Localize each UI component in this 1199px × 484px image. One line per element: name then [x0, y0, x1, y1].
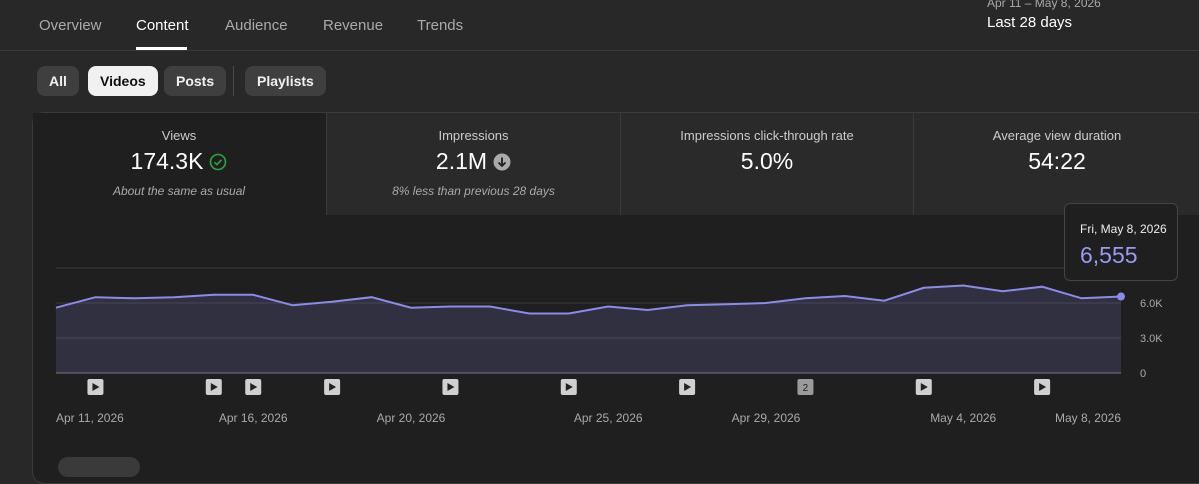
- x-tick-label: Apr 29, 2026: [732, 411, 801, 425]
- metric-value-row: 174.3K: [33, 148, 325, 175]
- metric-title: Average view duration: [992, 128, 1122, 143]
- active-tab-underline: [136, 47, 187, 50]
- tab[interactable]: Revenue: [323, 17, 384, 34]
- play-icon: [92, 383, 100, 391]
- metric-tab[interactable]: Impressions click-through rate 5.0%: [620, 113, 913, 215]
- metric-value: 54:22: [1028, 148, 1086, 174]
- check-icon: [210, 153, 227, 170]
- tooltip: Fri, May 8, 2026 6,555: [1064, 203, 1178, 281]
- publish-marker-count: 2: [803, 383, 809, 394]
- filter-chip[interactable]: Posts: [164, 66, 227, 96]
- metric-value-row: 54:22: [914, 148, 1199, 175]
- down-icon: [493, 153, 511, 170]
- x-tick-label: Apr 25, 2026: [574, 411, 643, 425]
- tab[interactable]: Audience: [225, 17, 288, 34]
- y-tick-label: 6.0K: [1140, 298, 1163, 310]
- play-icon: [684, 383, 692, 391]
- date-range[interactable]: Apr 11 – May 8, 2026: [987, 0, 1101, 10]
- play-icon: [447, 383, 455, 391]
- play-icon: [1039, 383, 1047, 391]
- x-tick-label: May 4, 2026: [930, 411, 996, 425]
- metric-title: Impressions: [438, 128, 509, 143]
- views-chart: 0 3.0K 6.0K 2 Apr 11, 2026 Apr 16, 2026 Apr 20…: [55, 267, 1163, 425]
- metric-value-row: 2.1M: [327, 148, 620, 175]
- x-tick-label: Apr 20, 2026: [377, 411, 446, 425]
- x-tick-label: May 8, 2026: [1055, 411, 1121, 425]
- chip-divider: [233, 66, 234, 96]
- header-divider: [0, 50, 1199, 51]
- metric-value: 2.1M: [435, 148, 488, 174]
- filter-chip[interactable]: All: [37, 66, 79, 96]
- y-tick-label: 0: [1140, 368, 1146, 380]
- metric-tab[interactable]: Impressions 2.1M 8% less than previous 28 …: [326, 113, 620, 215]
- filter-chip[interactable]: Videos: [88, 66, 158, 96]
- play-icon: [250, 383, 258, 391]
- publish-marker: [797, 379, 814, 395]
- metric-value: 174.3K: [130, 148, 204, 174]
- metric-value-row: 5.0%: [621, 148, 913, 175]
- y-tick-label: 3.0K: [1140, 333, 1163, 345]
- play-icon: [329, 383, 337, 391]
- metric-title: Views: [161, 128, 197, 143]
- metric-title: Impressions click-through rate: [680, 128, 854, 143]
- hover-point: [1117, 292, 1125, 301]
- metric-tab[interactable]: Views 174.3K About the same as usual: [33, 113, 325, 215]
- filter-chip[interactable]: Playlists: [245, 66, 326, 96]
- tooltip-date: Fri, May 8, 2026: [1080, 222, 1167, 236]
- metric-note: 8% less than previous 28 days: [392, 184, 555, 198]
- metric-value: 5.0%: [740, 148, 794, 174]
- x-tick-label: Apr 16, 2026: [219, 411, 288, 425]
- tooltip-value: 6,555: [1080, 242, 1138, 268]
- series-line: [55, 284, 1122, 315]
- metric-tab[interactable]: Average view duration 54:22: [913, 113, 1199, 215]
- play-icon: [920, 383, 928, 391]
- date-preset[interactable]: Last 28 days: [987, 14, 1073, 31]
- play-icon: [210, 383, 218, 391]
- x-tick-label: Apr 11, 2026: [56, 411, 124, 425]
- tab[interactable]: Trends: [417, 17, 464, 34]
- metric-note: About the same as usual: [112, 184, 246, 198]
- tab[interactable]: Content: [136, 17, 189, 34]
- area-fill: [56, 285, 1121, 373]
- play-icon: [565, 383, 573, 391]
- tab[interactable]: Overview: [39, 17, 102, 34]
